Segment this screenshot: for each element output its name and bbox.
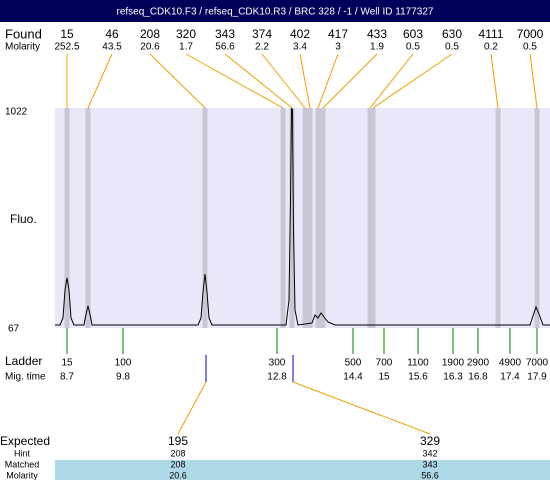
peak-connector [87,53,113,109]
peak-connector [369,53,414,109]
expected-size: 195 [168,434,188,448]
molarity-label: Molarity [5,42,40,53]
ladder-label: Ladder [5,354,42,368]
peak-size: 402 [290,27,310,41]
row-label: Molarity [6,470,38,480]
ladder-time: 17.9 [527,372,547,383]
expected-size: 329 [420,434,440,448]
ladder-size: 500 [345,358,362,369]
y-min-label: 67 [8,324,20,335]
peak-size: 4111 [479,27,504,41]
ladder-size: 4900 [499,358,522,369]
peak-size: 433 [367,27,387,41]
ladder-size: 2900 [467,358,490,369]
title-bar [0,0,550,22]
ladder-time: 16.8 [468,372,488,383]
title: refseq_CDK10.F3 / refseq_CDK10.R3 / BRC … [116,7,433,18]
peak-molarity: 2.2 [255,42,269,53]
peak-size: 208 [140,27,160,41]
ladder-size: 7000 [526,358,549,369]
ladder-time: 16.3 [443,372,463,383]
peak-size: 46 [105,27,119,41]
expected-connector [177,381,207,435]
peak-molarity: 1.9 [370,42,384,53]
ladder-time: 9.8 [116,372,130,383]
peak-molarity: 3 [335,42,341,53]
peak-molarity: 1.7 [179,42,193,53]
ladder-time: 12.8 [267,372,287,383]
peak-band [315,108,321,328]
expected-value: 342 [422,448,437,458]
peak-band [289,108,295,328]
peak-band [534,108,540,328]
peak-connector [317,53,339,109]
expected-label: Expected [0,434,50,448]
peak-band [307,108,313,328]
ladder-size: 15 [61,358,73,369]
expected-value: 20.6 [169,470,187,480]
peak-band [370,108,376,328]
y-max-label: 1022 [5,107,28,118]
peak-band [367,108,373,328]
peak-band [202,108,208,328]
ladder-size: 100 [115,358,132,369]
ladder-size: 1900 [442,358,465,369]
expected-connector [292,381,431,435]
trace [55,107,550,326]
peak-size: 15 [60,27,74,41]
ladder-time: 8.7 [60,372,74,383]
found-label: Found [5,26,42,41]
peak-size: 320 [176,27,196,41]
ladder-size: 700 [376,358,393,369]
peak-connector [224,53,293,109]
peak-band [495,108,501,328]
peak-band [85,108,91,328]
ladder-time: 14.4 [343,372,363,383]
peak-connector [322,53,378,109]
peak-molarity: 0.5 [445,42,459,53]
expected-value: 343 [422,459,437,469]
peak-connector [490,53,499,109]
peak-connector [529,53,538,109]
peak-band [320,108,326,328]
ladder-size: 1100 [407,358,429,369]
peak-size: 7000 [517,27,544,41]
peak-size: 630 [442,27,462,41]
row-label: Hint [14,448,31,458]
peak-size: 603 [403,27,423,41]
ladder-size: 300 [269,358,286,369]
peak-molarity: 0.5 [523,42,537,53]
peak-size: 374 [252,27,272,41]
peak-connector [149,53,206,109]
peak-connector [299,53,311,109]
peak-molarity: 0.2 [484,42,498,53]
peak-molarity: 56.6 [215,42,235,53]
peak-band [302,108,308,328]
peak-connector [185,53,284,109]
peak-molarity: 43.5 [102,42,122,53]
mig-time-label: Mig. time [5,372,46,383]
matched-highlight [55,460,550,480]
expected-value: 56.6 [421,470,439,480]
peak-molarity: 0.5 [406,42,420,53]
peak-molarity: 252.5 [54,42,79,53]
row-label: Matched [5,459,40,469]
peak-size: 417 [328,27,348,41]
expected-value: 208 [170,459,185,469]
peak-connector [372,53,453,109]
peak-band [64,108,70,328]
y-axis-label: Fluo. [10,212,37,226]
peak-molarity: 3.4 [293,42,307,53]
ladder-time: 15 [378,372,390,383]
peak-molarity: 20.6 [140,42,160,53]
peak-connector [261,53,306,109]
peak-size: 343 [215,27,235,41]
ladder-time: 15.6 [408,372,428,383]
ladder-time: 17.4 [500,372,520,383]
peak-band [280,108,286,328]
expected-value: 208 [170,448,185,458]
